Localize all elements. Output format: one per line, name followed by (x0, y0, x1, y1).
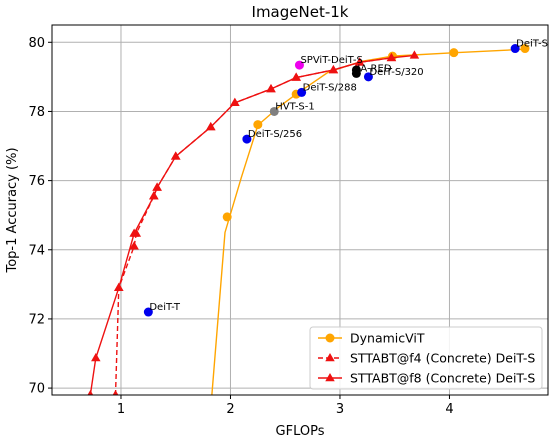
data-point (328, 64, 339, 74)
data-point (222, 212, 232, 222)
x-tick-label: 4 (445, 402, 453, 417)
x-tick-label: 1 (117, 402, 125, 417)
grid (52, 25, 548, 395)
series-layer (87, 44, 530, 395)
x-tick-label: 3 (336, 402, 344, 417)
data-point (129, 228, 139, 237)
model-points: DeiT-T DeiT-S/256 HVT-S-1 DeiT-S/288 SPViT-D… (143, 39, 548, 317)
y-tick-label: 74 (28, 243, 45, 258)
data-point (152, 182, 162, 191)
model-point (143, 307, 153, 317)
data-point (409, 50, 420, 59)
data-point (520, 44, 530, 54)
model-point (510, 44, 520, 54)
data-point (266, 83, 276, 93)
axis-ticks: 1 2 3 4 70 72 74 76 78 80 (28, 36, 453, 417)
model-label: HVT-S-1 (275, 101, 314, 112)
legend-marker (325, 353, 335, 362)
data-point (354, 57, 365, 66)
data-point (149, 191, 159, 200)
data-point (129, 241, 139, 250)
data-point (112, 390, 119, 395)
legend-label: DynamicViT (350, 331, 425, 346)
legend-marker (325, 333, 335, 343)
chart-title: ImageNet-1k (252, 3, 349, 21)
model-point (269, 106, 279, 116)
model-point (242, 134, 252, 144)
model-point (297, 87, 307, 97)
legend-marker (325, 373, 335, 382)
model-point (294, 60, 304, 70)
model-point (351, 65, 361, 75)
model-label: DeiT-S/256 (248, 129, 302, 140)
data-point (206, 122, 216, 131)
y-tick-label: 70 (28, 382, 45, 397)
data-point (253, 120, 263, 130)
data-point (114, 282, 124, 292)
legend: DynamicViT STTABT@f4 (Concrete) DeiT-S STT… (309, 326, 543, 390)
x-axis-label: GFLOPs (276, 424, 325, 439)
x-tick-label: 2 (226, 402, 234, 417)
data-point (291, 72, 301, 81)
y-tick-label: 76 (28, 174, 45, 189)
y-tick-label: 80 (28, 36, 45, 51)
y-axis-label: Top-1 Accuracy (%) (5, 147, 20, 273)
model-label: DeiT-S (516, 39, 548, 50)
plot-frame (51, 24, 549, 396)
model-label: DeiT-S/288 (303, 82, 357, 93)
model-label: SPViT-DeiT-S (300, 55, 362, 66)
legend-box (309, 326, 543, 390)
data-point (230, 97, 240, 107)
data-point (87, 390, 94, 395)
legend-label: STTABT@f8 (Concrete) DeiT-S (350, 371, 535, 386)
y-tick-label: 72 (28, 312, 45, 327)
model-label: DeiT-T (149, 302, 181, 313)
data-point (170, 151, 181, 160)
model-point (363, 72, 373, 82)
y-tick-label: 78 (28, 105, 45, 120)
model-label: DeiT-S/320 (369, 67, 423, 78)
data-point (449, 48, 459, 58)
legend-label: STTABT@f4 (Concrete) DeiT-S (350, 351, 535, 366)
data-point (386, 52, 397, 62)
data-point (91, 353, 101, 362)
series-clip-group (87, 44, 530, 395)
model-label: IA-RED (357, 63, 391, 74)
